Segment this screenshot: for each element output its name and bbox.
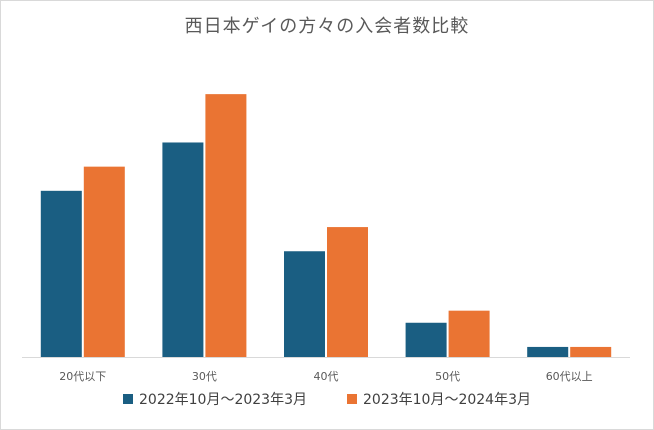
legend-item-series-2: 2023年10月～2024年3月 — [347, 389, 531, 409]
chart-title: 西日本ゲイの方々の入会者数比較 — [184, 16, 470, 37]
legend-label-series-2: 2023年10月～2024年3月 — [363, 392, 531, 408]
bar-series-2-5 — [570, 346, 612, 357]
x-tick-label: 30代 — [192, 370, 217, 383]
legend-swatch-series-2 — [347, 394, 357, 404]
bar-series-2-1 — [83, 166, 125, 357]
x-tick-label: 50代 — [435, 370, 460, 383]
x-tick-label: 40代 — [314, 370, 339, 383]
legend-swatch-series-1 — [123, 394, 134, 404]
bar-series-2-3 — [327, 227, 368, 357]
x-tick-label: 20代以下 — [59, 370, 106, 383]
bar-series-1-2 — [162, 142, 204, 357]
legend-label-series-1: 2022年10月～2023年3月 — [139, 392, 307, 408]
bar-series-1-4 — [405, 322, 447, 357]
bar-series-1-1 — [40, 190, 82, 357]
bar-series-2-4 — [448, 310, 490, 357]
bar-series-1-5 — [527, 346, 569, 357]
legend-item-series-1: 2022年10月～2023年3月 — [123, 389, 307, 409]
x-tick-label: 60代以上 — [546, 370, 593, 383]
bar-series-2-2 — [205, 94, 247, 357]
legend: 2022年10月～2023年3月 2023年10月～2024年3月 — [0, 389, 654, 409]
bar-series-1-3 — [284, 251, 325, 357]
